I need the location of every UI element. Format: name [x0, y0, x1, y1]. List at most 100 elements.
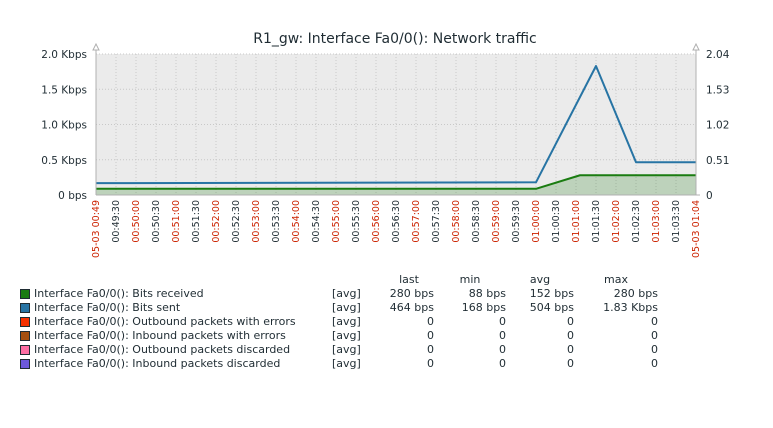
- x-axis-labels: 05-03 00:49 00:49:30 00:50:00 00:50:30 00:51…: [91, 200, 702, 258]
- x-axis-tick-label: 00:58:30: [471, 200, 482, 243]
- series-layer: [95, 64, 696, 195]
- legend-swatch: [20, 345, 30, 355]
- right-axis-arrow-icon: [692, 42, 700, 51]
- legend-last: 0: [427, 343, 434, 356]
- x-axis-tick-label: 01:00:30: [551, 200, 562, 243]
- right-axis-labels: 0 0.51 1.02 1.53 2.04: [706, 49, 730, 202]
- legend-function: [avg]: [332, 343, 361, 356]
- legend-item: Interface Fa0/0(): Bits sent: [20, 301, 332, 315]
- right-axis-tick-label: 1.02: [706, 120, 729, 132]
- legend-item: Interface Fa0/0(): Outbound packets with…: [20, 315, 332, 329]
- legend-avg: 0: [567, 357, 574, 370]
- x-axis-tick-label: 00:54:30: [311, 200, 322, 243]
- legend-item: Interface Fa0/0(): Bits received: [20, 287, 332, 301]
- legend-row: Interface Fa0/0(): Outbound packets with…: [20, 315, 658, 329]
- legend-min: 168 bps: [461, 301, 506, 314]
- left-axis-tick-label: 0.5 Kbps: [41, 155, 87, 167]
- legend-label: Interface Fa0/0(): Outbound packets with…: [34, 315, 296, 328]
- legend-function: [avg]: [332, 315, 361, 328]
- x-axis-tick-label: 00:50:30: [151, 200, 162, 243]
- x-axis-tick-label: 01:02:30: [631, 200, 642, 243]
- header-avg: avg: [529, 273, 551, 286]
- legend-last: 0: [427, 315, 434, 328]
- x-axis-tick-label: 00:55:00: [331, 200, 342, 243]
- x-axis-tick-label: 00:52:00: [211, 200, 222, 243]
- legend-avg: 0: [567, 343, 574, 356]
- x-axis-tick-label: 00:53:30: [271, 200, 282, 243]
- legend-max: 0: [651, 329, 658, 342]
- series-area-bits-received: [96, 175, 696, 195]
- legend-row: Interface Fa0/0(): Bits sent [avg] 464 bps…: [20, 301, 658, 315]
- legend-min: 0: [499, 329, 506, 342]
- legend-max: 0: [651, 315, 658, 328]
- legend-swatch: [20, 359, 30, 369]
- legend-min: 0: [499, 357, 506, 370]
- right-axis-tick-label: 2.04: [706, 49, 730, 61]
- x-axis-tick-label: 05-03 00:49: [91, 200, 102, 258]
- x-axis-tick-label: 00:54:00: [291, 200, 302, 243]
- legend-min: 0: [499, 315, 506, 328]
- legend-row: Interface Fa0/0(): Outbound packets disc…: [20, 343, 658, 357]
- legend-swatch: [20, 303, 30, 313]
- legend-function: [avg]: [332, 357, 361, 370]
- legend-label: Interface Fa0/0(): Bits sent: [34, 301, 181, 314]
- legend-min: 0: [499, 343, 506, 356]
- series-line-interface-fa0-0-bits-sent: [95, 64, 696, 185]
- legend-avg: 0: [567, 329, 574, 342]
- legend-function: [avg]: [332, 287, 361, 300]
- x-axis-tick-label: 00:57:00: [411, 200, 422, 243]
- legend-last: 0: [427, 357, 434, 370]
- legend-max: 1.83 Kbps: [603, 301, 658, 314]
- x-axis-tick-label: 01:01:00: [571, 200, 582, 243]
- x-axis-tick-label: 00:59:00: [491, 200, 502, 243]
- legend-item: Interface Fa0/0(): Outbound packets disc…: [20, 343, 332, 357]
- x-axis-tick-label: 00:56:30: [391, 200, 402, 243]
- legend-last: 464 bps: [389, 301, 434, 314]
- legend-avg: 504 bps: [529, 301, 574, 314]
- header-last: last: [399, 273, 419, 286]
- axes: [92, 42, 700, 196]
- right-axis-tick-label: 0: [706, 190, 713, 202]
- grid-lines: [95, 53, 697, 196]
- legend-min: 88 bps: [468, 287, 506, 300]
- x-axis-tick-label: 01:03:00: [651, 200, 662, 243]
- legend-swatch: [20, 289, 30, 299]
- legend-last: 0: [427, 329, 434, 342]
- legend-header: last min avg max: [20, 273, 658, 287]
- legend-table: last min avg max Interface Fa0/0(): Bits…: [20, 273, 658, 371]
- legend-label: Interface Fa0/0(): Inbound packets with …: [34, 329, 286, 342]
- x-axis-tick-label: 01:03:30: [671, 200, 682, 243]
- legend-max: 0: [651, 357, 658, 370]
- left-axis-tick-label: 0 bps: [58, 190, 87, 202]
- left-axis-tick-label: 1.5 Kbps: [41, 84, 87, 96]
- legend-avg: 0: [567, 315, 574, 328]
- legend-label: Interface Fa0/0(): Inbound packets disca…: [34, 357, 281, 370]
- legend-item: Interface Fa0/0(): Inbound packets disca…: [20, 357, 332, 371]
- x-axis-tick-label: 00:57:30: [431, 200, 442, 243]
- x-axis-tick-label: 00:49:30: [111, 200, 122, 243]
- chart-title: R1_gw: Interface Fa0/0(): Network traffi…: [253, 31, 536, 47]
- x-axis-tick-label: 00:51:30: [191, 200, 202, 243]
- x-axis-tick-label: 00:59:30: [511, 200, 522, 243]
- network-traffic-chart: R1_gw: Interface Fa0/0(): Network traffi…: [41, 31, 730, 258]
- right-axis-tick-label: 0.51: [706, 155, 729, 167]
- legend-label: Interface Fa0/0(): Outbound packets disc…: [34, 343, 291, 356]
- x-axis-tick-label: 01:00:00: [531, 200, 542, 243]
- legend-label: Interface Fa0/0(): Bits received: [34, 287, 204, 300]
- legend-item: Interface Fa0/0(): Inbound packets with …: [20, 329, 332, 343]
- legend-avg: 152 bps: [529, 287, 574, 300]
- legend-max: 0: [651, 343, 658, 356]
- series-line-interface-fa0-0-bits-received: [96, 174, 696, 190]
- x-axis-tick-label: 00:56:00: [371, 200, 382, 243]
- legend-last: 280 bps: [389, 287, 434, 300]
- x-axis-tick-label: 00:51:00: [171, 200, 182, 243]
- x-axis-tick-label: 01:02:00: [611, 200, 622, 243]
- x-axis-tick-label: 01:01:30: [591, 200, 602, 243]
- legend-swatch: [20, 317, 30, 327]
- x-axis-tick-label: 00:52:30: [231, 200, 242, 243]
- x-axis-tick-label: 05-03 01:04: [691, 200, 702, 258]
- legend-max: 280 bps: [613, 287, 658, 300]
- x-axis-tick-label: 00:55:30: [351, 200, 362, 243]
- legend-row: Interface Fa0/0(): Inbound packets with …: [20, 329, 658, 343]
- left-axis-tick-label: 1.0 Kbps: [41, 120, 87, 132]
